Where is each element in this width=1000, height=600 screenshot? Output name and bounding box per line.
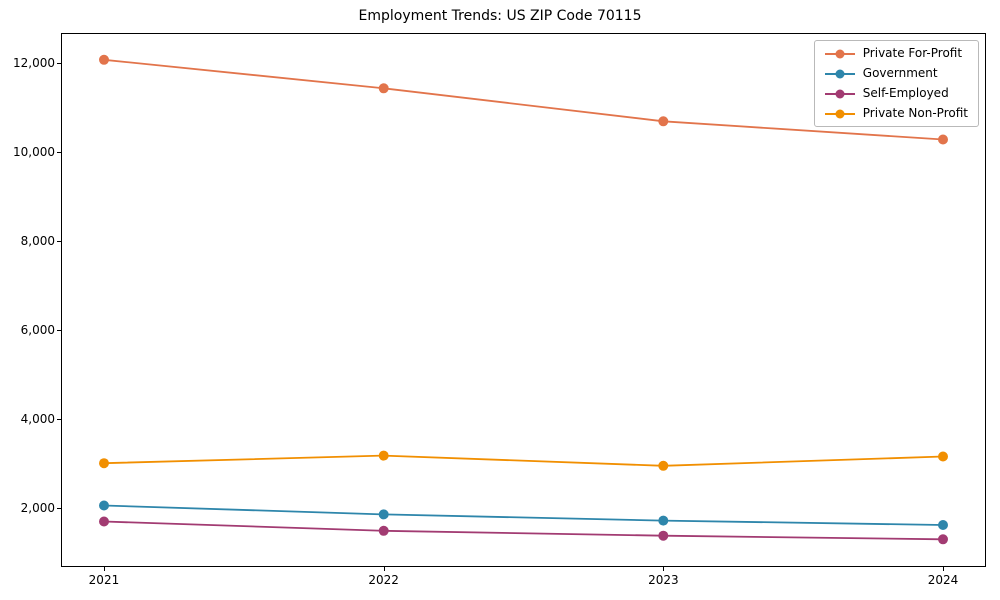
x-tick-label: 2024 — [927, 573, 959, 587]
series-line-government — [103, 504, 944, 526]
legend-label: Government — [862, 66, 938, 80]
y-tick-label: 12,000 — [13, 55, 55, 70]
data-point-self-employed — [378, 525, 389, 536]
series-line-private-non-profit — [103, 454, 944, 467]
data-point-private-for-profit — [658, 116, 669, 127]
x-tick-mark — [103, 567, 105, 571]
data-point-private-non-profit — [378, 450, 389, 461]
y-tick-label: 2,000 — [20, 501, 55, 516]
x-tick-mark — [943, 567, 945, 571]
legend-marker-icon — [824, 108, 855, 119]
data-point-private-for-profit — [938, 134, 948, 145]
legend-item-government: Government — [824, 66, 968, 80]
legend-item-self-employed: Self-Employed — [824, 86, 968, 100]
legend: Private For-Profit Government Self-Employe… — [813, 40, 979, 127]
data-point-government — [378, 509, 389, 520]
data-point-private-non-profit — [99, 458, 109, 469]
y-tick-label: 4,000 — [20, 412, 55, 427]
y-tick-mark — [57, 151, 61, 153]
x-tick-mark — [663, 567, 665, 571]
legend-label: Private Non-Profit — [862, 106, 968, 120]
legend-label: Self-Employed — [862, 86, 949, 100]
data-point-private-non-profit — [658, 460, 669, 471]
data-point-government — [938, 520, 948, 530]
data-point-private-for-profit — [99, 54, 109, 65]
y-tick-mark — [57, 419, 61, 421]
x-tick-mark — [383, 567, 385, 571]
legend-item-private-non-profit: Private Non-Profit — [824, 106, 968, 120]
legend-marker-icon — [824, 48, 855, 59]
x-tick-label: 2021 — [88, 573, 120, 587]
chart-title: Employment Trends: US ZIP Code 70115 — [358, 8, 642, 24]
y-tick-label: 10,000 — [13, 144, 55, 159]
data-point-private-non-profit — [938, 451, 948, 462]
y-tick-label: 8,000 — [20, 234, 55, 248]
legend-label: Private For-Profit — [862, 46, 963, 60]
x-tick-label: 2023 — [648, 573, 679, 587]
legend-item-private-for-profit: Private For-Profit — [824, 46, 968, 60]
y-tick-mark — [57, 62, 61, 64]
series-line-private-for-profit — [103, 58, 944, 141]
data-point-government — [99, 500, 109, 511]
y-tick-label: 6,000 — [20, 323, 55, 338]
data-point-private-for-profit — [378, 83, 389, 94]
plot-area: Private For-Profit Government Self-Employe… — [61, 33, 986, 567]
data-point-government — [658, 515, 669, 526]
y-tick-mark — [57, 330, 61, 332]
series-line-self-employed — [103, 520, 944, 541]
plot-canvas — [99, 54, 948, 545]
x-tick-label: 2022 — [368, 573, 399, 587]
y-tick-mark — [57, 508, 61, 510]
data-point-self-employed — [658, 530, 669, 541]
y-tick-mark — [57, 241, 61, 242]
legend-marker-icon — [824, 88, 855, 99]
data-point-self-employed — [938, 534, 948, 545]
data-point-self-employed — [99, 516, 109, 527]
legend-marker-icon — [824, 68, 855, 79]
